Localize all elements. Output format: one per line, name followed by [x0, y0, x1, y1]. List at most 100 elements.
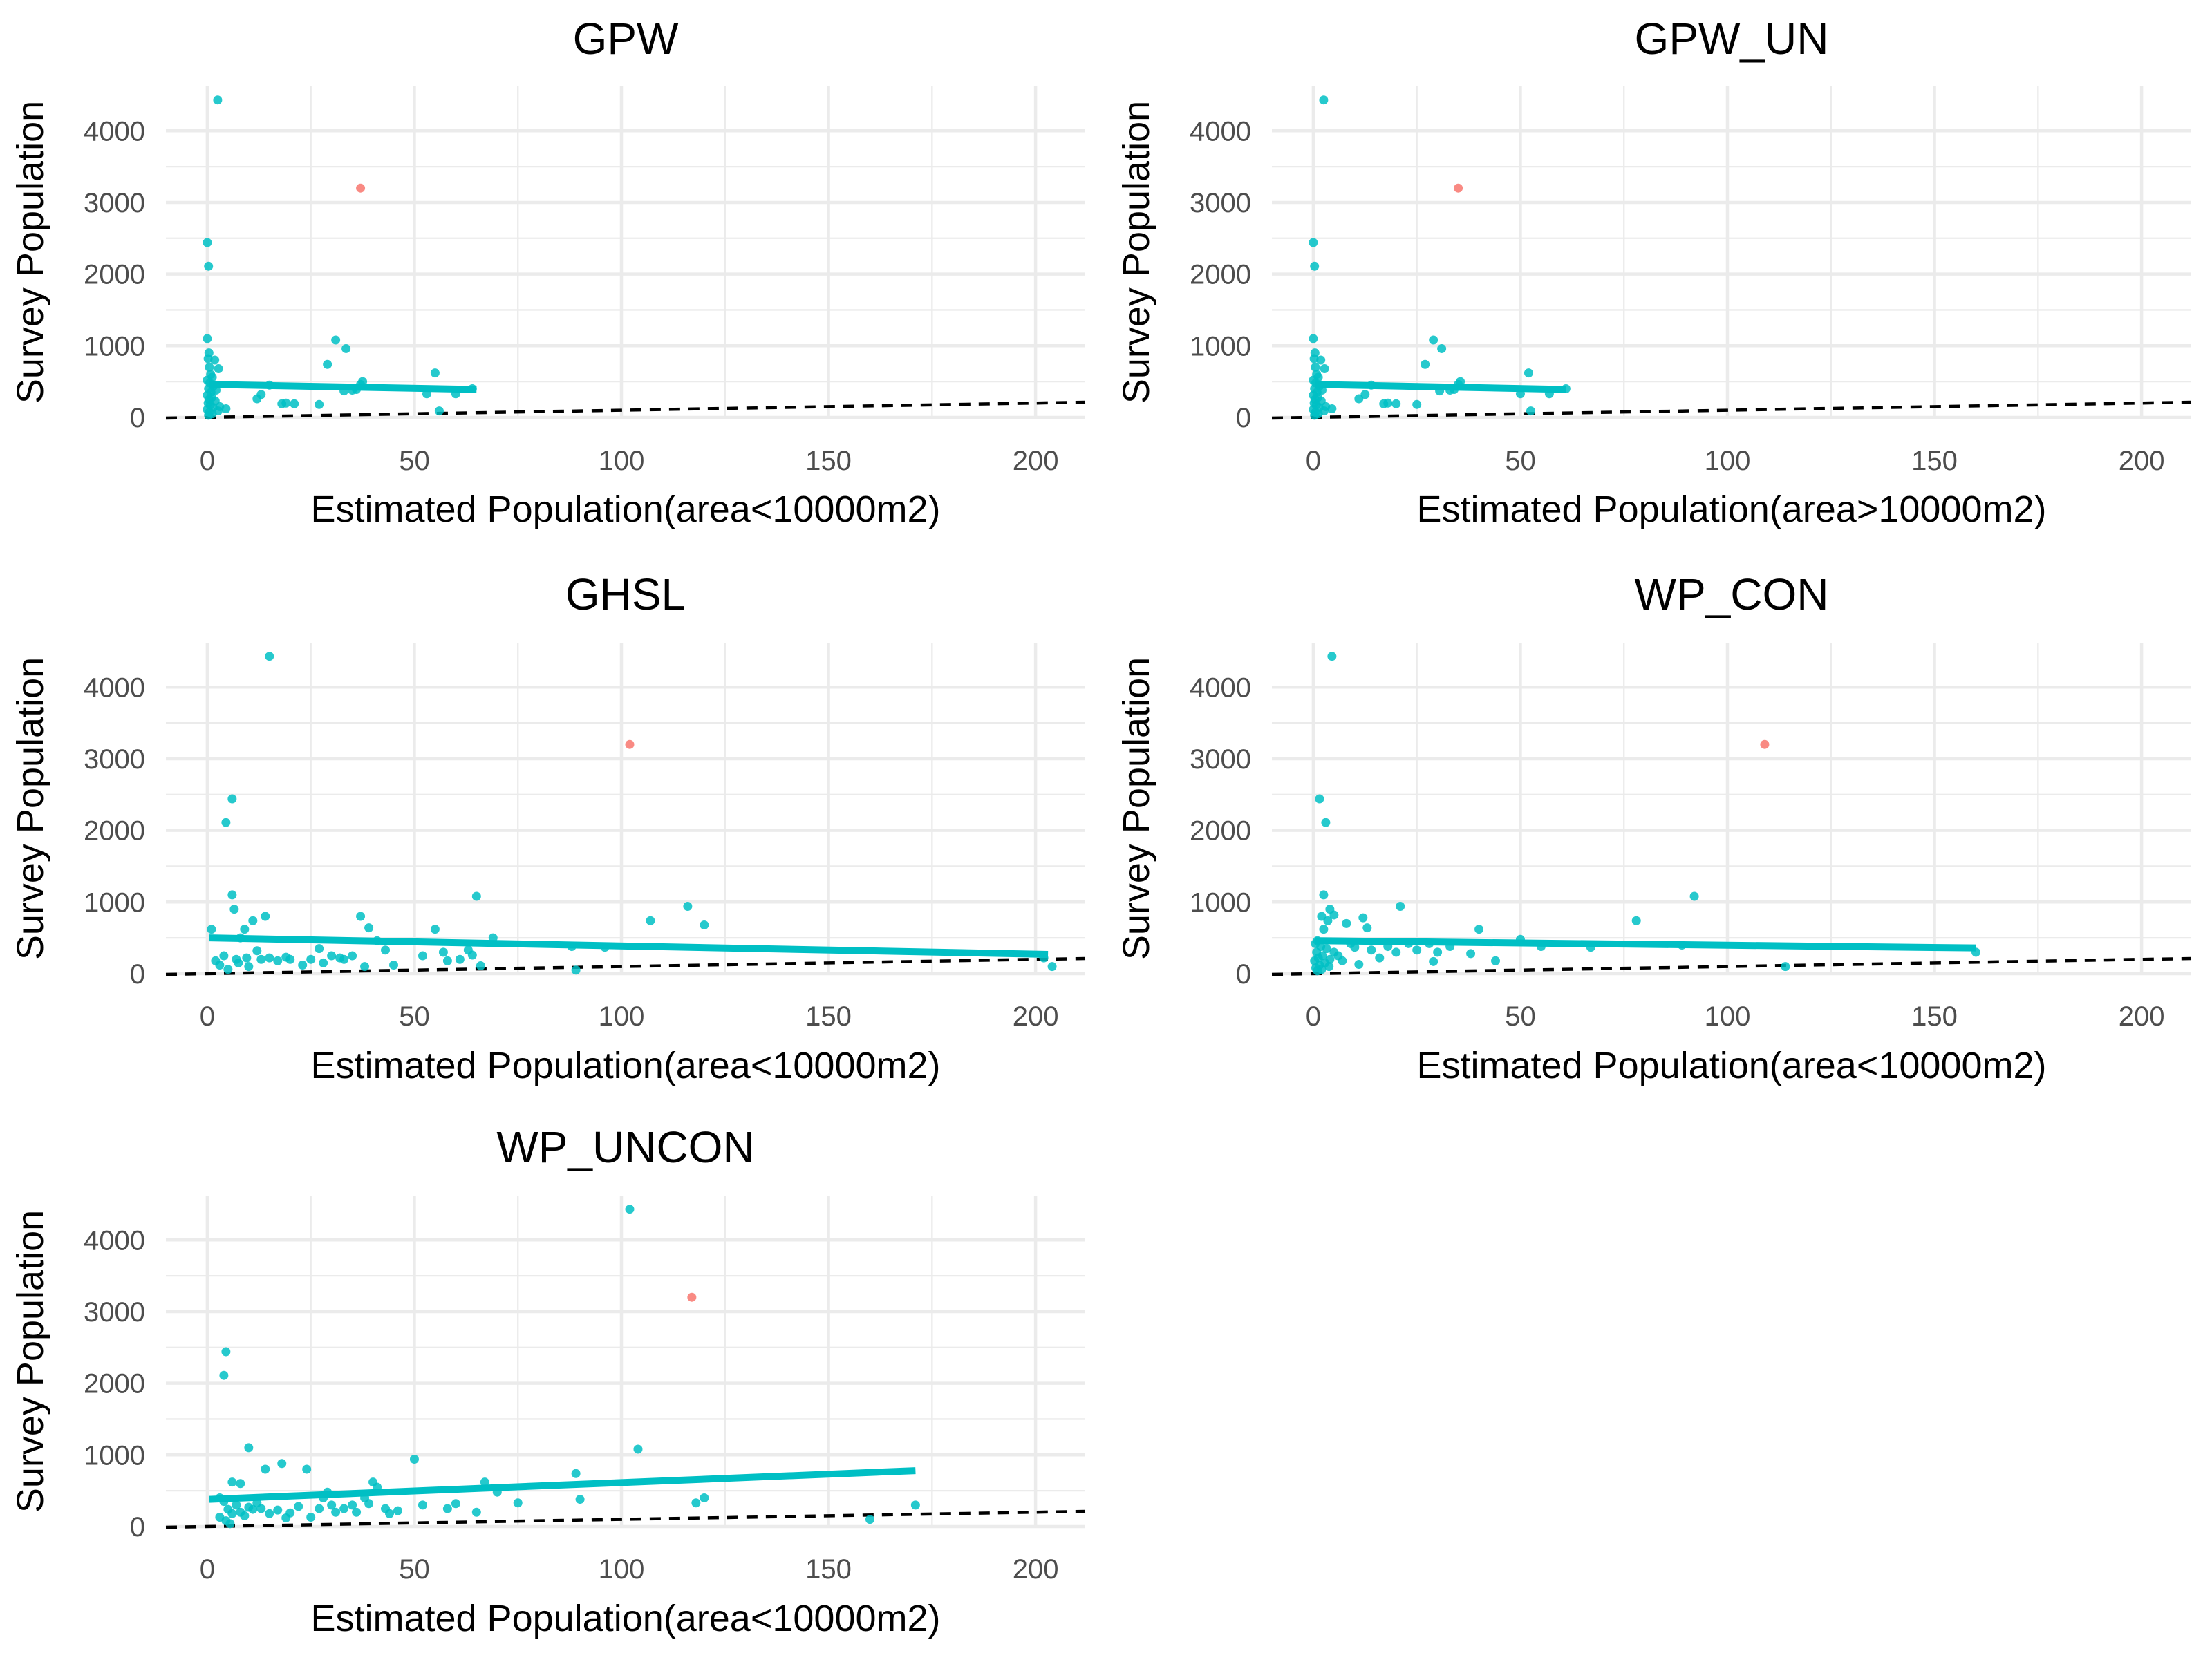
fit-line [209, 381, 477, 393]
y-tick-label: 1000 [84, 1440, 145, 1471]
x-axis-title: Estimated Population(area<10000m2) [310, 489, 940, 530]
data-point [244, 962, 254, 972]
data-point [1367, 945, 1376, 955]
x-tick-label: 200 [1013, 446, 1059, 476]
y-axis-title: Survey Population [1116, 101, 1157, 404]
data-point [265, 953, 274, 963]
data-point [261, 912, 270, 921]
y-tick-label: 4000 [1190, 116, 1251, 147]
panel-title: GHSL [565, 569, 686, 619]
data-point [1310, 410, 1320, 420]
reference-line [165, 400, 1086, 420]
x-tick-label: 100 [1705, 446, 1751, 476]
x-tick-label: 50 [399, 446, 430, 476]
x-tick-label: 0 [1306, 446, 1321, 476]
data-point [389, 961, 399, 970]
data-point [1412, 399, 1422, 409]
fit-line [209, 934, 1049, 958]
reference-line [165, 1509, 1086, 1529]
x-axis-title: Estimated Population(area>10000m2) [1416, 489, 2046, 530]
data-point [476, 961, 485, 971]
data-point [1327, 652, 1337, 661]
data-point [302, 1464, 312, 1474]
data-point [480, 1477, 489, 1487]
data-point [256, 954, 266, 964]
data-point [298, 961, 308, 970]
data-point [205, 362, 214, 372]
data-point [1309, 238, 1318, 247]
x-tick-label: 150 [805, 1001, 852, 1032]
data-point [1323, 916, 1333, 925]
data-point [467, 950, 477, 960]
data-point [1383, 398, 1393, 408]
data-point [1350, 943, 1360, 952]
data-point [364, 1499, 374, 1509]
data-point [1324, 962, 1334, 972]
data-point [1358, 913, 1368, 923]
y-axis-title: Survey Population [1116, 657, 1157, 960]
y-tick-label: 1000 [84, 331, 145, 361]
data-point [633, 1444, 643, 1454]
outlier-point [1760, 739, 1770, 749]
data-point [1319, 95, 1329, 105]
data-point [285, 1508, 295, 1518]
data-point [1396, 902, 1405, 912]
y-tick-label: 3000 [1190, 744, 1251, 775]
data-point [234, 958, 243, 967]
data-point [683, 902, 693, 912]
x-tick-label: 100 [599, 1001, 645, 1032]
data-point [430, 925, 440, 934]
data-point [360, 962, 370, 972]
data-point [1313, 966, 1322, 976]
x-tick-label: 100 [599, 1554, 645, 1585]
data-point [625, 1205, 635, 1214]
y-tick-label: 2000 [84, 260, 145, 290]
x-tick-label: 50 [1505, 446, 1536, 476]
data-point [1456, 377, 1465, 386]
data-point [430, 368, 440, 378]
x-tick-label: 200 [1013, 1001, 1059, 1032]
data-point [244, 1443, 254, 1453]
data-point [1342, 918, 1351, 928]
data-point [571, 1469, 581, 1478]
data-point [252, 946, 262, 956]
data-point [277, 1459, 287, 1469]
data-point [352, 1507, 362, 1517]
data-point [1391, 399, 1401, 408]
data-point [1338, 956, 1347, 965]
data-point [1631, 916, 1641, 925]
data-point [290, 399, 299, 408]
data-point [327, 1500, 337, 1510]
data-point [265, 652, 274, 661]
data-point [331, 335, 341, 345]
data-point [700, 1493, 709, 1502]
data-point [1689, 891, 1699, 901]
x-axis-title: Estimated Population(area<10000m2) [1416, 1045, 2046, 1086]
y-tick-label: 2000 [84, 1369, 145, 1399]
y-axis-title: Survey Population [10, 657, 51, 960]
data-point [306, 1512, 316, 1522]
data-point [910, 1500, 920, 1510]
data-point [1491, 956, 1501, 965]
data-point [1319, 925, 1329, 934]
panel-wp-con: 0 50 100 150 20001000200030004000WP_CONEstim… [1116, 569, 2192, 1086]
y-tick-label: 0 [130, 959, 145, 990]
data-point [571, 965, 581, 975]
data-point [221, 1347, 231, 1357]
x-tick-label: 150 [1911, 446, 1958, 476]
data-point [1309, 334, 1318, 343]
x-tick-label: 150 [805, 1554, 852, 1585]
x-tick-label: 100 [1705, 1001, 1751, 1032]
y-axis-title: Survey Population [10, 1210, 51, 1513]
data-point [327, 951, 337, 961]
data-point [1327, 404, 1337, 414]
y-tick-label: 1000 [1190, 331, 1251, 361]
x-tick-label: 150 [805, 446, 852, 476]
y-tick-label: 0 [130, 1512, 145, 1542]
data-point [219, 951, 229, 961]
y-tick-label: 4000 [84, 1225, 145, 1256]
y-tick-label: 2000 [1190, 260, 1251, 290]
data-point [438, 947, 448, 957]
